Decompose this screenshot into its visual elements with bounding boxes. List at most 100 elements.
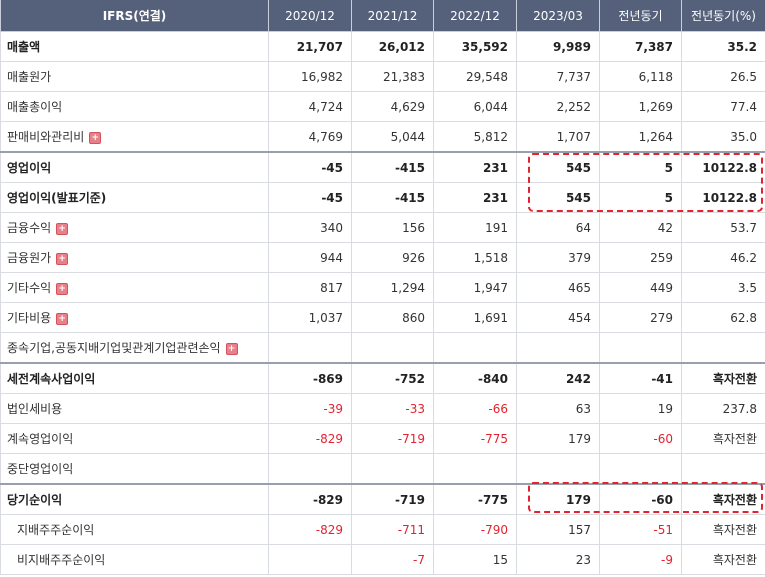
row-label: 금융수익 (7, 221, 52, 235)
cell: 449 (599, 272, 682, 303)
cell: -45 (268, 182, 352, 213)
cell: -51 (599, 514, 682, 545)
row-label: 계속영업이익 (0, 423, 269, 454)
table-row: 비지배주주순이익 -7 15 23 -9 흑자전환 (0, 544, 765, 575)
cell: 1,269 (599, 91, 682, 122)
cell (268, 453, 352, 485)
row-label: 비지배주주순이익 (0, 544, 269, 575)
cell: 279 (599, 302, 682, 333)
cell: 1,707 (516, 121, 600, 153)
cell: 흑자전환 (681, 544, 765, 575)
cell: -790 (433, 514, 517, 545)
header-col: 2021/12 (351, 0, 434, 32)
table-row: 판매비와관리비 + 4,769 5,044 5,812 1,707 1,264 3… (0, 121, 765, 153)
cell: 63 (516, 393, 600, 424)
cell: 16,982 (268, 61, 352, 92)
cell: 15 (433, 544, 517, 575)
cell: 흑자전환 (681, 514, 765, 545)
plus-icon[interactable]: + (56, 252, 69, 265)
row-label: 매출총이익 (0, 91, 269, 122)
header-col: 2022/12 (433, 0, 517, 32)
table-row: 종속기업,공동지배기업및관계기업관련손익 + (0, 332, 765, 364)
cell: 26.5 (681, 61, 765, 92)
row-label: 기타수익 (7, 281, 52, 295)
table-row: 금융원가 + 944 926 1,518 379 259 46.2 (0, 242, 765, 273)
plus-icon[interactable]: + (89, 131, 102, 144)
cell: 4,769 (268, 121, 352, 153)
cell: 5 (599, 182, 682, 213)
plus-icon[interactable]: + (225, 342, 238, 355)
cell: 35.0 (681, 121, 765, 153)
cell: 6,044 (433, 91, 517, 122)
cell: 5,812 (433, 121, 517, 153)
cell: 231 (433, 182, 517, 213)
plus-icon[interactable]: + (56, 222, 69, 235)
cell: -775 (433, 423, 517, 454)
table-row: 법인세비용 -39 -33 -66 63 19 237.8 (0, 393, 765, 424)
cell: 6,118 (599, 61, 682, 92)
cell (599, 332, 682, 364)
cell: 179 (516, 483, 600, 515)
cell: 259 (599, 242, 682, 273)
cell (599, 453, 682, 485)
cell: 860 (351, 302, 434, 333)
cell: -41 (599, 362, 682, 394)
table-row: 지배주주순이익 -829 -711 -790 157 -51 흑자전환 (0, 514, 765, 545)
cell: -45 (268, 151, 352, 183)
row-label-expandable: 금융수익 + (0, 212, 269, 243)
table-row: 금융수익 + 340 156 191 64 42 53.7 (0, 212, 765, 243)
cell: 944 (268, 242, 352, 273)
table-row: 계속영업이익 -829 -719 -775 179 -60 흑자전환 (0, 423, 765, 454)
table-row: 세전계속사업이익 -869 -752 -840 242 -41 흑자전환 (0, 362, 765, 394)
cell: 10122.8 (681, 182, 765, 213)
cell: 35,592 (433, 31, 517, 62)
cell: -415 (351, 151, 434, 183)
cell: 42 (599, 212, 682, 243)
cell (268, 332, 352, 364)
cell: 35.2 (681, 31, 765, 62)
row-label-expandable: 판매비와관리비 + (0, 121, 269, 153)
cell (351, 453, 434, 485)
cell: 157 (516, 514, 600, 545)
header-label: IFRS(연결) (0, 0, 269, 32)
cell: 5 (599, 151, 682, 183)
cell: -869 (268, 362, 352, 394)
row-label: 법인세비용 (0, 393, 269, 424)
cell: 10122.8 (681, 151, 765, 183)
cell: 1,691 (433, 302, 517, 333)
cell: 231 (433, 151, 517, 183)
cell: 46.2 (681, 242, 765, 273)
cell: -711 (351, 514, 434, 545)
cell: 242 (516, 362, 600, 394)
cell: -752 (351, 362, 434, 394)
cell: -719 (351, 423, 434, 454)
cell: 4,724 (268, 91, 352, 122)
cell: -829 (268, 483, 352, 515)
cell (516, 453, 600, 485)
cell: 23 (516, 544, 600, 575)
cell: 2,252 (516, 91, 600, 122)
cell: 흑자전환 (681, 483, 765, 515)
cell: -33 (351, 393, 434, 424)
cell: 817 (268, 272, 352, 303)
row-label: 매출액 (0, 31, 269, 62)
cell: 340 (268, 212, 352, 243)
cell: 77.4 (681, 91, 765, 122)
cell: 1,264 (599, 121, 682, 153)
table-row: 기타수익 + 817 1,294 1,947 465 449 3.5 (0, 272, 765, 303)
cell (681, 453, 765, 485)
plus-icon[interactable]: + (56, 312, 69, 325)
row-label: 매출원가 (0, 61, 269, 92)
row-label: 지배주주순이익 (0, 514, 269, 545)
cell: 흑자전환 (681, 362, 765, 394)
cell (433, 453, 517, 485)
row-label: 기타비용 (7, 311, 52, 325)
cell: 흑자전환 (681, 423, 765, 454)
plus-icon[interactable]: + (56, 282, 69, 295)
cell: -829 (268, 514, 352, 545)
cell: -7 (351, 544, 434, 575)
row-label: 중단영업이익 (0, 453, 269, 485)
cell: 62.8 (681, 302, 765, 333)
header-col: 전년동기 (599, 0, 682, 32)
